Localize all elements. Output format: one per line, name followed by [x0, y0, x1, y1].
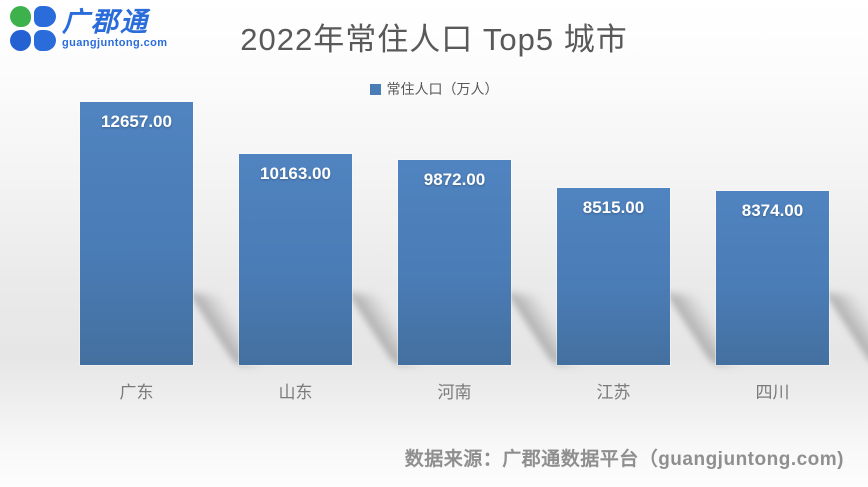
- bar-column: 10163.00 山东: [239, 102, 429, 402]
- legend-swatch-icon: [369, 83, 381, 95]
- bar-chart: 12657.00 广东 10163.00 山东 9872.00 河南 8515.…: [80, 102, 868, 402]
- logo: 广郡通 guangjuntong.com: [10, 6, 167, 52]
- category-label: 广东: [119, 383, 154, 402]
- bar: 8374.00: [716, 191, 829, 365]
- bar-value-label: 8374.00: [741, 201, 804, 220]
- bar: 10163.00: [239, 154, 352, 365]
- bar-column: 8515.00 江苏: [557, 102, 747, 402]
- logo-icon-blue-left-quadrant: [10, 30, 31, 51]
- data-source-note: 数据来源：广郡通数据平台（guangjuntong.com): [404, 449, 844, 470]
- bar-column: 12657.00 广东: [80, 102, 270, 402]
- category-label: 四川: [755, 383, 790, 402]
- logo-icon: [10, 6, 56, 52]
- logo-icon-blue-bottom-quadrant: [34, 30, 56, 51]
- category-label: 山东: [278, 383, 313, 402]
- legend: 常住人口（万人）: [0, 79, 868, 99]
- bar-column: 9872.00 河南: [398, 102, 588, 402]
- bar-shadow: [825, 293, 868, 365]
- chart-title: 2022年常住人口 Top5 城市: [240, 22, 628, 57]
- bar-column: 8374.00 四川: [716, 102, 868, 402]
- bar: 8515.00: [557, 188, 670, 365]
- logo-icon-blue-top-quadrant: [34, 6, 56, 27]
- logo-brand-text: 广郡通: [62, 7, 149, 37]
- bar: 12657.00: [80, 102, 193, 365]
- category-label: 河南: [437, 383, 472, 402]
- logo-icon-green-quadrant: [10, 6, 31, 27]
- bar-value-label: 9872.00: [423, 170, 486, 189]
- logo-text: 广郡通 guangjuntong.com: [62, 9, 167, 49]
- bar-value-label: 12657.00: [101, 112, 172, 131]
- logo-domain-text: guangjuntong.com: [62, 37, 168, 49]
- bar-value-label: 10163.00: [260, 164, 331, 183]
- bar: 9872.00: [398, 160, 511, 365]
- category-label: 江苏: [596, 383, 631, 402]
- bar-value-label: 8515.00: [582, 198, 645, 217]
- legend-label: 常住人口（万人）: [386, 81, 499, 97]
